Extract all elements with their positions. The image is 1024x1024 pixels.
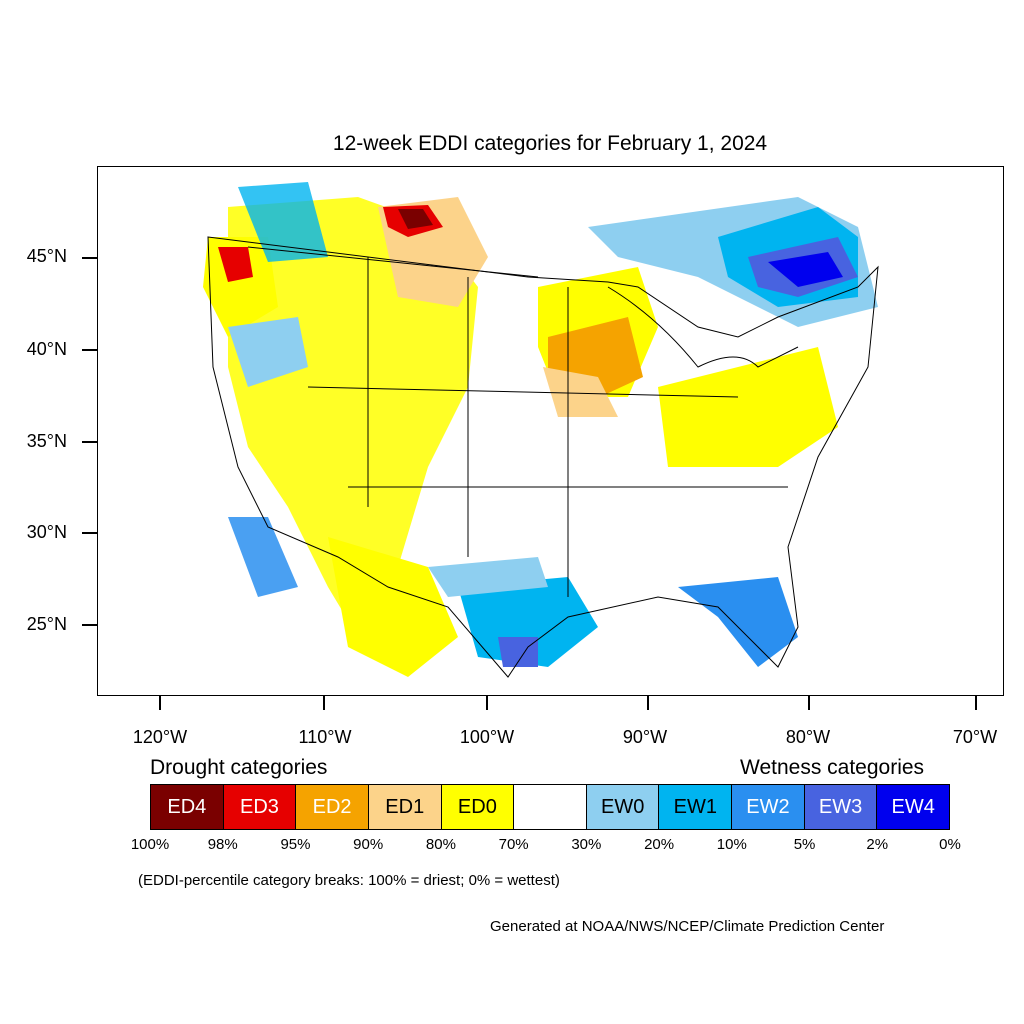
region-ed0-southwest	[328, 537, 458, 677]
legend-break-label: 70%	[498, 836, 529, 853]
region-ew1-cascades	[238, 182, 328, 262]
region-ew0-pacific	[228, 317, 308, 387]
legend-swatch-ed0: ED0	[441, 785, 515, 829]
lat-label-35: 35°N	[26, 431, 67, 451]
eddi-map	[203, 182, 879, 678]
legend-swatch-ew3: EW3	[804, 785, 878, 829]
legend-swatch-ew0: EW0	[586, 785, 660, 829]
legend-swatch-ed4: ED4	[151, 785, 224, 829]
lat-label-40: 40°N	[26, 339, 67, 359]
legend-colorbar: ED4 ED3 ED2 ED1 ED0 EW0 EW1 EW2 EW3 EW4	[150, 784, 950, 830]
legend-break-label: 90%	[353, 836, 384, 853]
legend-swatch-ed1: ED1	[368, 785, 442, 829]
region-ew2-california	[228, 517, 298, 597]
lon-label-80w: 80°W	[785, 727, 831, 747]
wetness-categories-title: Wetness categories	[740, 756, 925, 779]
legend-swatch-ed3: ED3	[223, 785, 297, 829]
lat-tick	[82, 349, 97, 351]
legend-break-label: 0%	[939, 836, 961, 853]
lon-tick	[975, 696, 977, 710]
credit-text: Generated at NOAA/NWS/NCEP/Climate Predi…	[490, 918, 885, 935]
legend-swatch-ew1: EW1	[659, 785, 733, 829]
lon-label-100w: 100°W	[459, 727, 515, 747]
state-line-4	[307, 386, 739, 398]
lon-label-90w: 90°W	[622, 727, 668, 747]
region-ed0-ohio	[658, 347, 838, 467]
lon-label-70w: 70°W	[952, 727, 998, 747]
category-regions	[203, 182, 878, 677]
legend-break-label: 80%	[425, 836, 456, 853]
region-ed0-west	[228, 197, 478, 637]
lon-tick	[808, 696, 810, 710]
region-ew1-texas	[458, 577, 598, 667]
lat-label-45: 45°N	[26, 246, 67, 266]
canada-border	[247, 246, 539, 278]
region-ed3-oregon	[218, 247, 253, 282]
lon-tick	[486, 696, 488, 710]
legend-swatch-ew4: EW4	[877, 785, 950, 829]
map-title: 12-week EDDI categories for February 1, …	[332, 132, 768, 155]
legend-break-label: 5%	[793, 836, 816, 853]
legend-swatch-neutral	[514, 785, 587, 829]
lat-tick	[82, 532, 97, 534]
legend-swatch-ew2: EW2	[732, 785, 805, 829]
legend-break-label: 100%	[130, 836, 170, 853]
lon-tick	[647, 696, 649, 710]
region-ew4-northeast	[768, 252, 843, 287]
map-area	[97, 166, 1004, 696]
legend-break-label: 98%	[207, 836, 238, 853]
lat-label-30: 30°N	[26, 522, 67, 542]
legend-break-label: 10%	[716, 836, 747, 853]
lon-label-120w: 120°W	[132, 727, 188, 747]
lat-label-25: 25°N	[26, 614, 67, 634]
legend-break-label: 30%	[571, 836, 602, 853]
great-lakes	[607, 286, 799, 368]
region-ed0-pacific-nw	[203, 237, 278, 337]
lon-tick	[323, 696, 325, 710]
region-ew2-florida	[678, 577, 798, 667]
lat-tick	[82, 441, 97, 443]
region-ew3-texas	[498, 637, 538, 667]
drought-categories-title: Drought categories	[150, 756, 328, 779]
legend-break-label: 95%	[280, 836, 311, 853]
legend-break-label: 20%	[644, 836, 675, 853]
legend-break-label: 2%	[866, 836, 889, 853]
boundaries	[207, 236, 879, 678]
lon-tick	[159, 696, 161, 710]
us-outline	[207, 236, 879, 678]
lat-tick	[82, 257, 97, 259]
region-ed1-iowa	[543, 367, 618, 417]
region-ed4-montana	[398, 209, 433, 229]
category-note: (EDDI-percentile category breaks: 100% =…	[138, 872, 560, 889]
lat-tick	[82, 624, 97, 626]
region-ew0-texas	[428, 557, 548, 597]
legend-swatch-ed2: ED2	[296, 785, 369, 829]
lon-label-110w: 110°W	[298, 727, 352, 747]
